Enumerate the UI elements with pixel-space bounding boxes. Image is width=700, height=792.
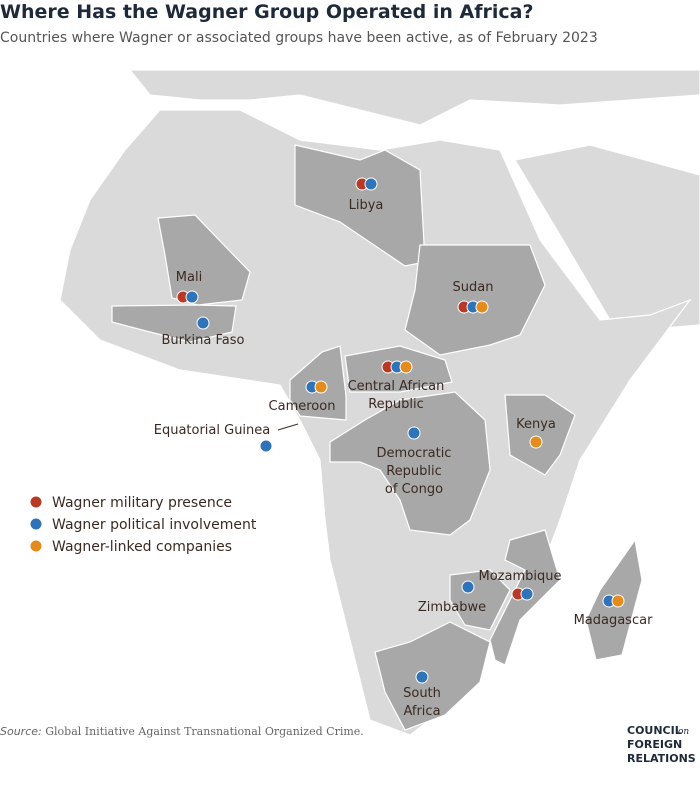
- country-label: of Congo: [385, 482, 443, 497]
- country-label: Equatorial Guinea: [154, 423, 271, 438]
- country-label: Burkina Faso: [162, 333, 245, 348]
- marker: [475, 300, 489, 314]
- marker: [259, 439, 273, 453]
- south-africa: [374, 621, 491, 731]
- mali: [157, 214, 251, 306]
- legend-label: Wagner military presence: [52, 495, 232, 511]
- marker: [399, 360, 413, 374]
- kenya: [504, 394, 576, 476]
- leader-line: [277, 423, 299, 431]
- country-label: Democratic: [377, 446, 452, 461]
- marker: [196, 316, 210, 330]
- country-label: Republic: [368, 397, 424, 412]
- drc: [329, 391, 491, 536]
- country-label: Madagascar: [574, 613, 654, 628]
- marker: [529, 435, 543, 449]
- country-label: South: [403, 686, 441, 701]
- source: Source: Global Initiative Against Transn…: [0, 725, 364, 738]
- country-label: Sudan: [453, 280, 494, 295]
- sudan: [404, 244, 546, 356]
- marker: [611, 594, 625, 608]
- legend-swatch: [29, 517, 43, 531]
- title: Where Has the Wagner Group Operated in A…: [0, 1, 533, 23]
- marker: [407, 426, 421, 440]
- logo-line: FOREIGN: [627, 738, 682, 751]
- source-label: Source:: [0, 725, 42, 738]
- logo-line: RELATIONS: [627, 752, 696, 765]
- country-label: Mozambique: [479, 569, 562, 584]
- legend-swatch: [29, 539, 43, 553]
- country-label: Kenya: [516, 417, 556, 432]
- marker: [364, 177, 378, 191]
- legend-swatch: [29, 495, 43, 509]
- marker: [461, 580, 475, 594]
- country-label: Libya: [349, 198, 384, 213]
- marker: [314, 380, 328, 394]
- europe: [128, 69, 700, 126]
- map: [0, 68, 700, 738]
- legend: Wagner military presence Wagner political…: [29, 495, 257, 555]
- marker: [415, 670, 429, 684]
- country-label: Cameroon: [269, 399, 336, 414]
- burkina-faso: [111, 304, 237, 343]
- country-labels: Libya Mali Burkina Faso Sudan Central Af…: [154, 198, 653, 719]
- logo: COUNCIL on FOREIGN RELATIONS: [627, 724, 696, 765]
- country-label: Zimbabwe: [418, 600, 486, 615]
- marker: [520, 587, 534, 601]
- country-label: Republic: [386, 464, 442, 479]
- marker: [185, 290, 199, 304]
- markers: [176, 177, 625, 684]
- subtitle: Countries where Wagner or associated gro…: [0, 30, 598, 46]
- source-text: Global Initiative Against Transnational …: [45, 725, 364, 738]
- country-label: Central African: [348, 379, 445, 394]
- logo-line: COUNCIL: [627, 724, 682, 737]
- legend-label: Wagner-linked companies: [52, 539, 232, 555]
- legend-label: Wagner political involvement: [52, 517, 257, 533]
- country-label: Mali: [176, 270, 202, 285]
- country-label: Africa: [403, 704, 440, 719]
- logo-on: on: [678, 727, 689, 737]
